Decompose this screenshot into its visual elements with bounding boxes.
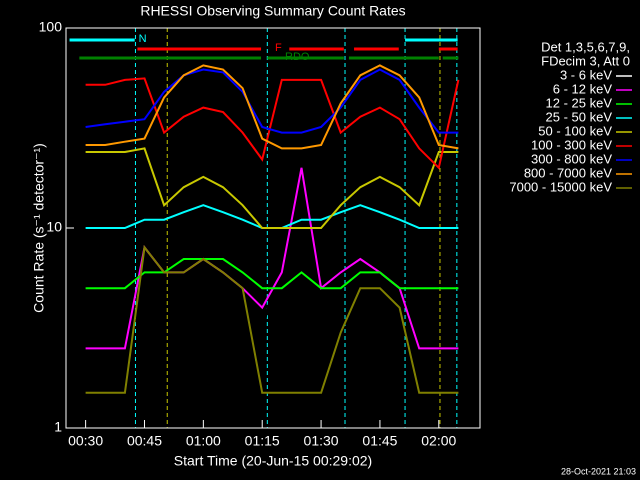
series-line <box>85 147 459 229</box>
legend-header: FDecim 3, Att 0 <box>541 53 630 68</box>
footer: 28-Oct-2021 21:03 <box>561 466 636 476</box>
legend-label: 7000 - 15000 keV <box>509 179 612 194</box>
legend-label: 12 - 25 keV <box>546 95 613 110</box>
y-tick-label: 100 <box>39 19 63 35</box>
x-tick-label: 02:00 <box>421 433 456 449</box>
legend-label: 800 - 7000 keV <box>524 165 613 180</box>
x-tick-label: 01:00 <box>186 433 221 449</box>
y-axis-label: Count Rate (s⁻¹ detector⁻¹) <box>31 143 47 313</box>
legend-label: 6 - 12 keV <box>553 81 613 96</box>
flag-label: RDO <box>285 51 310 63</box>
series-line <box>85 244 459 394</box>
series-line <box>85 68 459 134</box>
flag-label: F <box>275 42 282 54</box>
y-tick-label: 10 <box>46 219 62 235</box>
series-line <box>85 258 459 290</box>
chart-title: RHESSI Observing Summary Count Rates <box>140 3 405 19</box>
x-tick-label: 00:45 <box>127 433 162 449</box>
legend-label: 50 - 100 keV <box>538 123 612 138</box>
legend-header: Det 1,3,5,6,7,9, <box>541 39 630 54</box>
legend-label: 100 - 300 keV <box>531 137 612 152</box>
series-line <box>85 64 459 150</box>
series-line <box>85 77 460 170</box>
x-tick-label: 00:30 <box>68 433 103 449</box>
y-tick-label: 1 <box>54 419 62 435</box>
x-tick-label: 01:15 <box>245 433 280 449</box>
x-tick-label: 01:45 <box>362 433 397 449</box>
x-axis-label: Start Time (20-Jun-15 00:29:02) <box>174 453 372 469</box>
legend-label: 3 - 6 keV <box>560 67 612 82</box>
x-tick-label: 01:30 <box>304 433 339 449</box>
series-line <box>85 204 459 229</box>
flag-label: N <box>139 33 147 45</box>
legend-label: 25 - 50 keV <box>546 109 613 124</box>
legend-label: 300 - 800 keV <box>531 151 612 166</box>
